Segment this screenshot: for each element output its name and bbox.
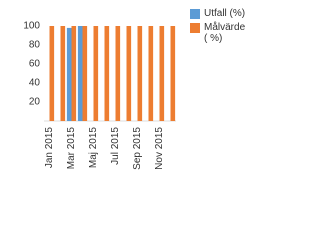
x-tick-label: Jan 2015 bbox=[44, 127, 55, 169]
bar bbox=[159, 26, 165, 121]
legend-swatch bbox=[190, 9, 200, 19]
bar bbox=[66, 27, 72, 121]
bar bbox=[77, 26, 83, 121]
bar bbox=[137, 26, 143, 121]
legend: Utfall (%) Målvärde ( %) bbox=[190, 8, 262, 47]
bar bbox=[148, 26, 154, 121]
bar bbox=[115, 26, 121, 121]
legend-item: Utfall (%) bbox=[190, 8, 262, 19]
bar bbox=[49, 26, 55, 121]
x-tick-label: Maj 2015 bbox=[88, 127, 99, 169]
x-tick-label: Jul 2015 bbox=[110, 127, 121, 165]
y-tick-label: 100 bbox=[23, 21, 40, 32]
legend-label: Utfall (%) bbox=[204, 8, 246, 19]
legend-item: Målvärde ( %) bbox=[190, 22, 262, 44]
bar bbox=[104, 26, 110, 121]
bar bbox=[71, 26, 77, 121]
y-tick-label: 20 bbox=[29, 97, 41, 108]
x-tick-label: Sep 2015 bbox=[132, 127, 143, 170]
bar bbox=[170, 26, 176, 121]
x-tick-label: Mar 2015 bbox=[66, 127, 77, 170]
bar bbox=[60, 26, 66, 121]
page: {"chart_data": {"type": "bar", "categori… bbox=[23, 8, 262, 170]
legend-label: Målvärde ( %) bbox=[204, 22, 246, 44]
legend-swatch bbox=[190, 23, 200, 33]
chart: 20 40 60 80 100 Jan 2015 Mar 2015 Maj 2015 Jul 2… bbox=[23, 21, 176, 170]
x-tick-label: Nov 2015 bbox=[154, 127, 165, 170]
bar bbox=[126, 26, 132, 121]
y-tick-label: 80 bbox=[29, 40, 41, 51]
bar bbox=[82, 26, 88, 121]
bar bbox=[93, 26, 99, 121]
y-tick-label: 40 bbox=[29, 78, 41, 89]
y-tick-label: 60 bbox=[29, 59, 41, 70]
